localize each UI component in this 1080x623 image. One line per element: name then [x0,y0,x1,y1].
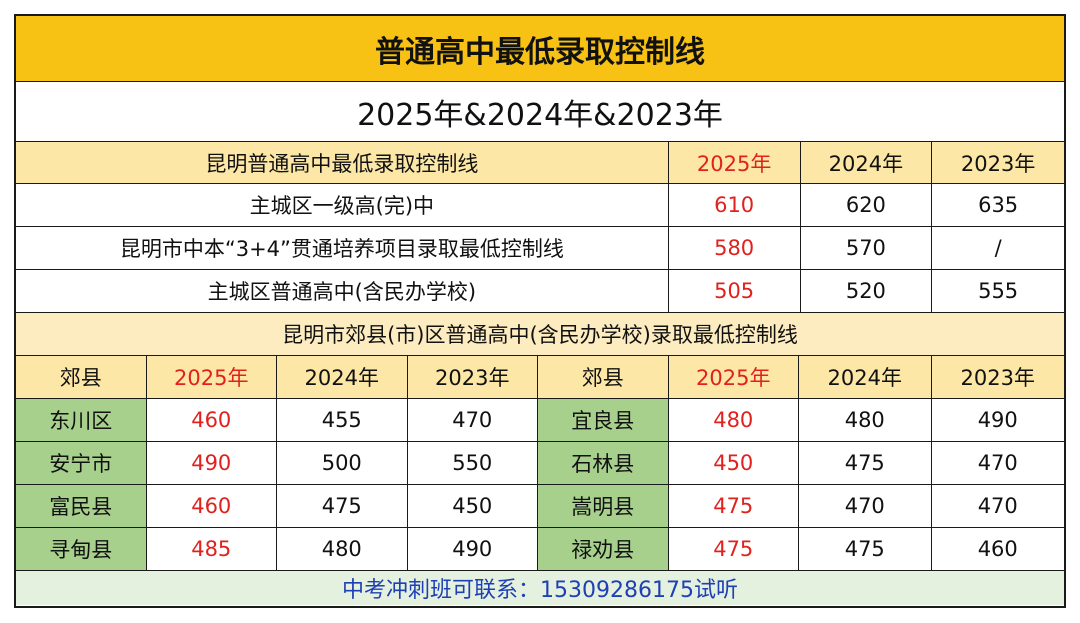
county-header-name: 郊县 [538,356,669,398]
main-header-2024: 2024年 [801,142,933,183]
county-table-header: 郊县 2025年 2024年 2023年 郊县 2025年 2024年 2023… [16,356,1064,399]
score-2025: 485 [147,528,277,570]
score-2025: 475 [669,528,799,570]
score-2025: 610 [669,184,801,226]
footer-row: 中考冲刺班可联系：15309286175试听 [16,571,1064,605]
table-row: 安宁市 490 500 550 石林县 450 475 470 [16,442,1064,485]
table-row: 昆明市中本“3+4”贯通培养项目录取最低控制线 580 570 / [16,227,1064,270]
score-2023: 470 [408,399,538,441]
main-header-2025: 2025年 [669,142,801,183]
county-name: 石林县 [538,442,669,484]
main-table-header: 昆明普通高中最低录取控制线 2025年 2024年 2023年 [16,142,1064,184]
table-row: 主城区普通高中(含民办学校) 505 520 555 [16,270,1064,313]
score-2024: 480 [799,399,932,441]
county-header-2024: 2024年 [799,356,932,398]
score-2025: 480 [669,399,799,441]
years-row: 2025年&2024年&2023年 [16,82,1064,142]
years-line: 2025年&2024年&2023年 [357,97,723,133]
score-2023: 460 [977,537,1018,561]
contact-footer: 中考冲刺班可联系：15309286175试听 [342,578,738,603]
score-2025: 460 [147,485,277,527]
county-name: 宜良县 [538,399,669,441]
score-2023: 490 [977,408,1018,432]
score-2024: 620 [801,184,933,226]
county-subtitle-row: 昆明市郊县(市)区普通高中(含民办学校)录取最低控制线 [16,313,1064,356]
score-2023: 635 [978,193,1019,217]
score-2025: 505 [669,270,801,312]
row-label: 昆明市中本“3+4”贯通培养项目录取最低控制线 [16,227,669,269]
score-2024: 570 [801,227,933,269]
county-name: 东川区 [16,399,147,441]
score-2023: 490 [408,528,538,570]
county-name: 禄劝县 [538,528,669,570]
score-2024: 455 [277,399,408,441]
table-row: 寻甸县 485 480 490 禄劝县 475 475 460 [16,528,1064,571]
sheet-title: 普通高中最低录取控制线 [375,34,705,70]
table-row: 东川区 460 455 470 宜良县 480 480 490 [16,399,1064,442]
county-subtitle: 昆明市郊县(市)区普通高中(含民办学校)录取最低控制线 [282,323,798,347]
row-label: 主城区一级高(完)中 [16,184,669,226]
score-sheet: 普通高中最低录取控制线 2025年&2024年&2023年 昆明普通高中最低录取… [14,14,1066,608]
score-2023: 470 [977,494,1018,518]
county-header-2023: 2023年 [960,366,1035,390]
county-header-name: 郊县 [16,356,147,398]
county-name: 安宁市 [16,442,147,484]
county-name: 寻甸县 [16,528,147,570]
score-2025: 490 [147,442,277,484]
county-header-2023: 2023年 [408,356,538,398]
score-2024: 475 [799,442,932,484]
title-row: 普通高中最低录取控制线 [16,16,1064,82]
score-2023: 550 [408,442,538,484]
score-2024: 500 [277,442,408,484]
score-2024: 470 [799,485,932,527]
score-2023: 470 [977,451,1018,475]
score-2025: 580 [669,227,801,269]
score-2025: 460 [147,399,277,441]
score-2024: 520 [801,270,933,312]
county-header-2024: 2024年 [277,356,408,398]
score-2023: / [994,236,1002,260]
main-header-2023: 2023年 [960,151,1036,176]
table-row: 主城区一级高(完)中 610 620 635 [16,184,1064,227]
county-name: 嵩明县 [538,485,669,527]
table-row: 富民县 460 475 450 嵩明县 475 470 470 [16,485,1064,528]
score-2023: 555 [978,279,1019,303]
score-2024: 480 [277,528,408,570]
county-header-2025: 2025年 [669,356,799,398]
county-header-2025: 2025年 [147,356,277,398]
main-header-name: 昆明普通高中最低录取控制线 [16,142,669,183]
score-2024: 475 [799,528,932,570]
score-2025: 475 [669,485,799,527]
score-2023: 450 [408,485,538,527]
row-label: 主城区普通高中(含民办学校) [16,270,669,312]
score-2025: 450 [669,442,799,484]
score-2024: 475 [277,485,408,527]
county-name: 富民县 [16,485,147,527]
